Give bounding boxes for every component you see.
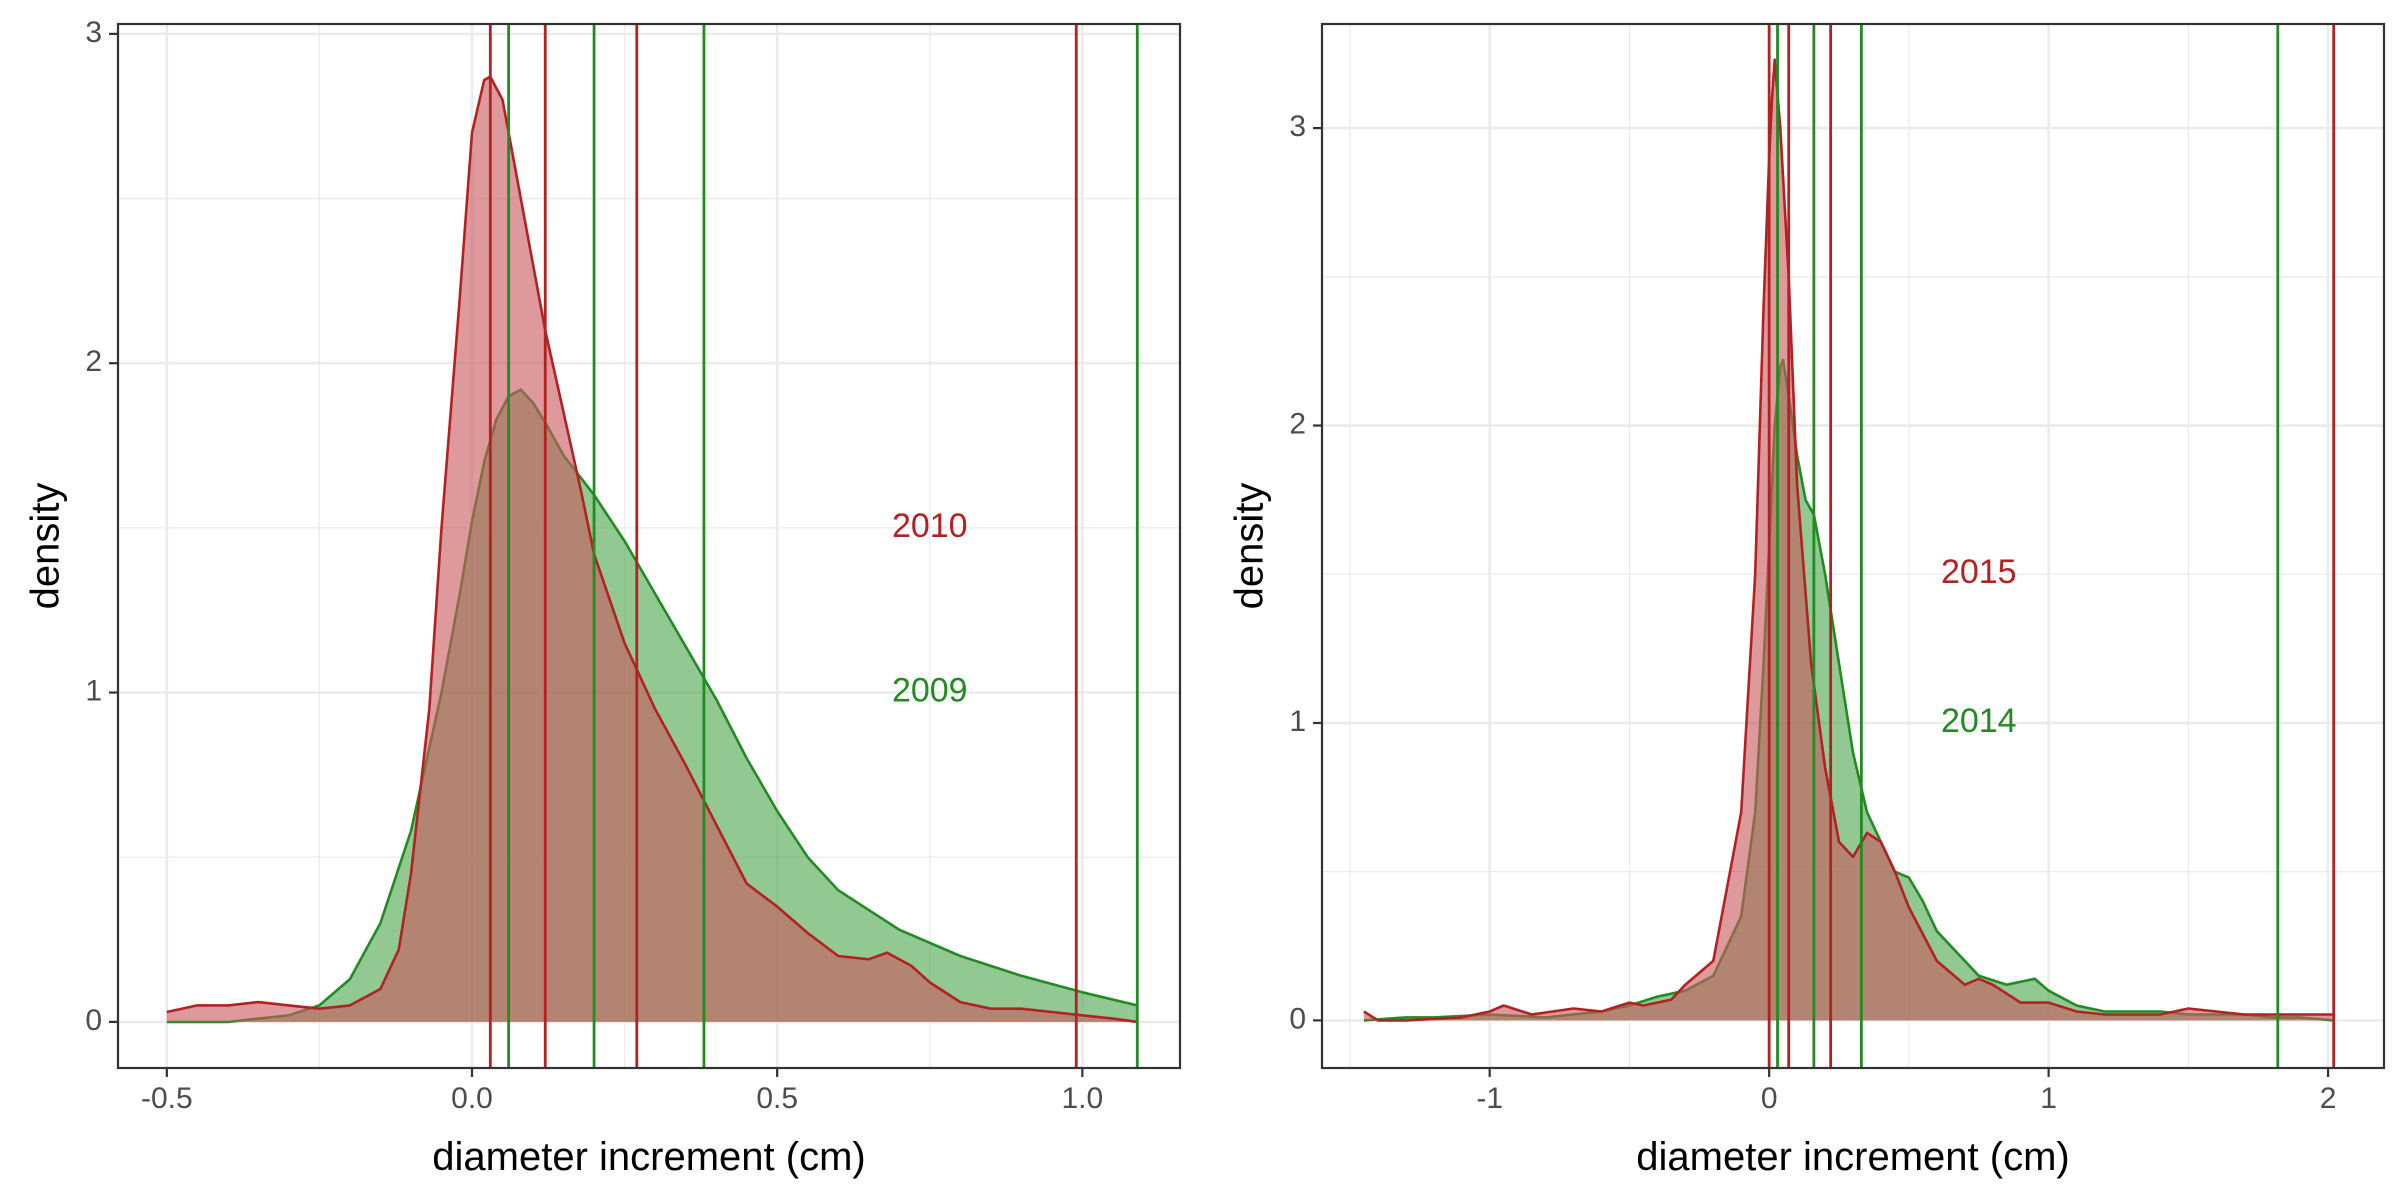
y-tick-label: 0 [1289, 1002, 1306, 1035]
left-density-panel: 2010 2009 -0.5 0.0 0.5 1.0 0 1 2 3 diameter increm… [24, 16, 1182, 1179]
panel-border [116, 22, 1182, 1070]
annotation-2009: 2009 [892, 672, 968, 710]
y-tick-label: 1 [1289, 705, 1306, 738]
x-tick-label: -1 [1476, 1082, 1503, 1115]
x-tick-label: 0.5 [756, 1082, 798, 1115]
annotation-2010: 2010 [892, 507, 968, 545]
y-axis-title: density [24, 483, 68, 610]
x-tick-label: 1.0 [1061, 1082, 1103, 1115]
x-tick-label: 0 [1761, 1082, 1778, 1115]
y-tick-label: 3 [85, 16, 102, 49]
y-tick-label: 1 [85, 674, 102, 707]
x-tick-label: -0.5 [141, 1082, 193, 1115]
x-tick-label: 2 [2320, 1082, 2337, 1115]
density-area-2010 [166, 76, 1138, 1022]
y-tick-label: 2 [1289, 407, 1306, 440]
density-layer [166, 24, 1139, 1068]
y-tick-label: 3 [1289, 110, 1306, 143]
right-density-panel: 2015 2014 -1 0 1 2 0 1 2 3 diameter increment (cm)… [1228, 22, 2386, 1179]
density-curve-2015 [1363, 58, 2334, 1022]
density-curve-2010 [166, 75, 1138, 1024]
x-tick-label: 0.0 [451, 1082, 493, 1115]
density-curve-2014 [1363, 358, 2334, 1022]
x-axis-title: diameter increment (cm) [432, 1135, 865, 1179]
panel-border [1320, 22, 2386, 1070]
x-axis-title: diameter increment (cm) [1636, 1135, 2069, 1179]
y-tick-label: 0 [85, 1004, 102, 1037]
annotation-2015: 2015 [1941, 553, 2017, 591]
density-layer [1363, 24, 2336, 1068]
annotation-2014: 2014 [1941, 702, 2017, 740]
x-tick-label: 1 [2040, 1082, 2057, 1115]
y-axis-title: density [1228, 483, 1272, 610]
y-tick-label: 2 [85, 345, 102, 378]
